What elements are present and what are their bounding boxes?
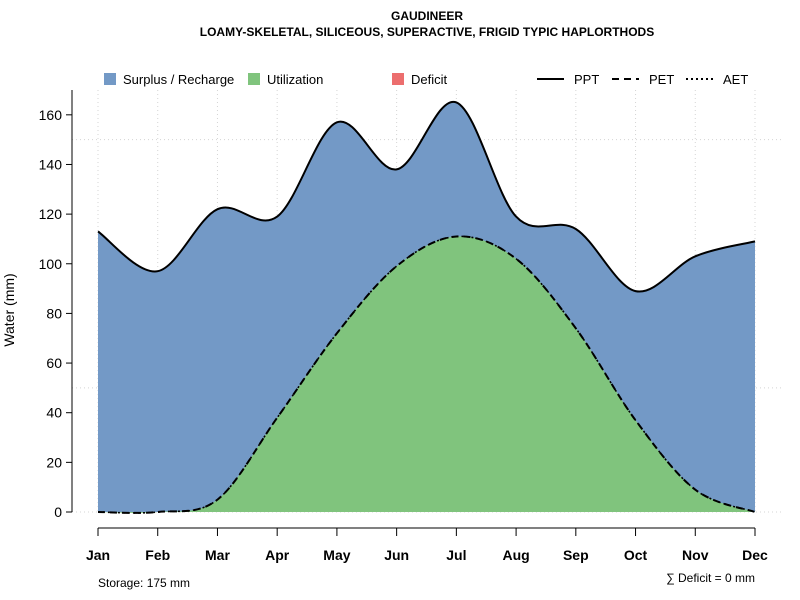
line-layer bbox=[97, 101, 756, 514]
storage-note: Storage: 175 mm bbox=[98, 576, 190, 590]
legend-label: PET bbox=[649, 72, 674, 87]
utilization-area bbox=[98, 236, 755, 513]
area-layer bbox=[98, 101, 755, 513]
ppt-line bbox=[97, 101, 756, 293]
legend-swatch bbox=[392, 73, 404, 85]
x-tick-label: Jun bbox=[384, 547, 409, 563]
y-tick-label: 160 bbox=[39, 107, 63, 123]
y-tick-label: 40 bbox=[46, 405, 62, 421]
y-tick-label: 20 bbox=[46, 454, 62, 470]
x-tick-label: Aug bbox=[502, 547, 529, 563]
y-tick-label: 0 bbox=[54, 504, 62, 520]
legend-label: AET bbox=[723, 72, 748, 87]
x-tick-label: Apr bbox=[265, 547, 290, 563]
chart-title: GAUDINEER bbox=[391, 9, 463, 23]
y-tick-label: 140 bbox=[39, 156, 63, 172]
legend-swatch bbox=[104, 73, 116, 85]
axis-layer: 0 20 40 60 80 100 120 140 160 Jan Feb Mar Apr May Jun J… bbox=[39, 90, 768, 563]
deficit-note: ∑ Deficit = 0 mm bbox=[666, 571, 755, 585]
x-tick-label: May bbox=[323, 547, 350, 563]
y-tick-label: 80 bbox=[46, 305, 62, 321]
x-tick-label: Nov bbox=[682, 547, 709, 563]
y-tick-label: 120 bbox=[39, 206, 63, 222]
x-tick-label: Sep bbox=[563, 547, 589, 563]
x-tick-label: Oct bbox=[624, 547, 648, 563]
x-tick-label: Dec bbox=[742, 547, 768, 563]
x-tick-label: Jan bbox=[86, 547, 110, 563]
x-tick-label: Feb bbox=[145, 547, 170, 563]
legend-label: Deficit bbox=[411, 72, 448, 87]
y-axis-title: Water (mm) bbox=[1, 273, 17, 346]
legend-label: Utilization bbox=[267, 72, 323, 87]
legend: Surplus / Recharge Utilization Deficit PPT P… bbox=[104, 72, 748, 87]
legend-label: PPT bbox=[574, 72, 599, 87]
x-tick-label: Jul bbox=[446, 547, 466, 563]
legend-swatch bbox=[248, 73, 260, 85]
aet-line bbox=[97, 235, 756, 514]
chart-subtitle: LOAMY-SKELETAL, SILICEOUS, SUPERACTIVE, … bbox=[200, 25, 654, 39]
y-tick-label: 60 bbox=[46, 355, 62, 371]
y-tick-label: 100 bbox=[39, 256, 63, 272]
legend-label: Surplus / Recharge bbox=[123, 72, 234, 87]
x-tick-label: Mar bbox=[205, 547, 230, 563]
